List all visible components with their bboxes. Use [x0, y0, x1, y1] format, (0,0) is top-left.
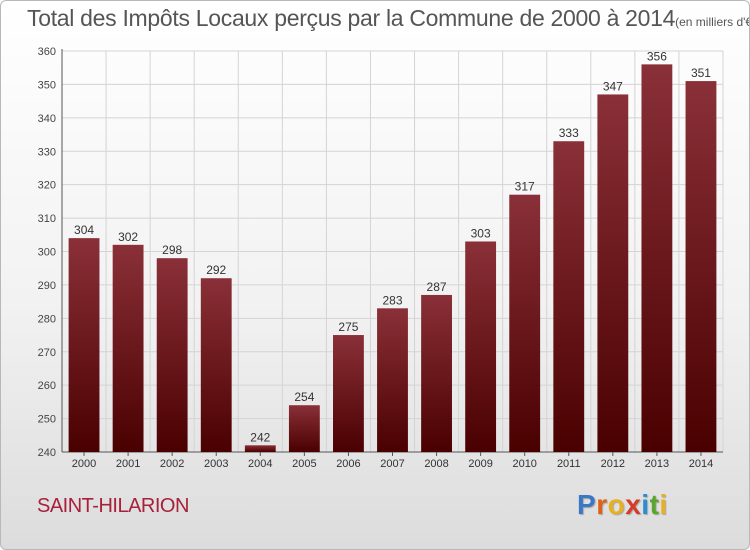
data-label: 302	[118, 230, 138, 244]
x-tick-label: 2009	[468, 458, 492, 470]
bar-2008	[421, 294, 452, 452]
data-label: 254	[294, 390, 314, 404]
data-label: 292	[206, 263, 226, 277]
bar-2005	[288, 405, 320, 452]
data-label: 347	[603, 79, 623, 93]
y-tick-label: 290	[38, 280, 56, 292]
y-tick-label: 320	[38, 180, 56, 192]
y-tick-label: 340	[38, 113, 56, 125]
bars	[68, 64, 717, 453]
data-label: 287	[427, 280, 447, 294]
bar-2002	[156, 258, 188, 452]
x-tick-label: 2002	[160, 458, 184, 470]
x-tick-label: 2000	[72, 458, 96, 470]
proxiti-logo: Proxiti	[577, 489, 668, 521]
y-tick-label: 260	[38, 380, 56, 392]
x-tick-label: 2006	[336, 458, 360, 470]
logo-letter: P	[577, 489, 597, 520]
data-label: 304	[74, 223, 94, 237]
bar-2004	[244, 445, 276, 452]
data-labels: 304 302 298 292 242 254 275 283 287 303 317 333 347 3…	[74, 49, 711, 444]
logo-letter: r	[596, 489, 608, 520]
y-tick-label: 350	[38, 79, 56, 91]
x-tick-label: 2010	[512, 458, 536, 470]
logo-letter: i	[641, 489, 650, 520]
y-tick-label: 240	[38, 447, 56, 459]
data-label: 351	[691, 66, 711, 80]
logo-letter: x	[625, 489, 642, 520]
x-tick-label: 2012	[601, 458, 625, 470]
logo-letter: t	[649, 489, 660, 520]
data-label: 317	[515, 180, 535, 194]
bar-2003	[200, 278, 232, 452]
x-tick-label: 2008	[424, 458, 448, 470]
y-tick-label: 280	[38, 313, 56, 325]
logo-letter: o	[607, 489, 626, 520]
y-tick-label: 310	[38, 213, 56, 225]
bar-2009	[465, 241, 497, 452]
x-tick-label: 2003	[204, 458, 228, 470]
data-label: 333	[559, 126, 579, 140]
data-label: 275	[338, 320, 358, 334]
bar-2001	[112, 244, 144, 452]
bar-2014	[685, 81, 717, 452]
chart-title: Total des Impôts Locaux perçus par la Co…	[27, 5, 750, 32]
data-label: 356	[647, 49, 667, 63]
x-tick-label: 2005	[292, 458, 316, 470]
x-tick-label: 2004	[248, 458, 272, 470]
title-unit: (en milliers d'€)	[675, 15, 750, 29]
data-label: 283	[382, 293, 402, 307]
x-tick-label: 2014	[689, 458, 713, 470]
x-tick-label: 2011	[557, 458, 581, 470]
bar-2012	[597, 94, 629, 453]
data-label: 303	[471, 226, 491, 240]
title-main: Total des Impôts Locaux perçus par la Co…	[27, 5, 676, 31]
y-tick-label: 250	[38, 414, 56, 426]
bar-2010	[509, 194, 541, 453]
axes: 240 250 260 270 280 290 300 310 320 330 340 350 360 2…	[38, 46, 723, 470]
logo-letter: i	[659, 489, 668, 520]
x-tick-label: 2001	[116, 458, 140, 470]
bar-2006	[333, 335, 364, 452]
y-tick-label: 270	[38, 347, 56, 359]
y-tick-label: 300	[38, 247, 56, 259]
y-tick-label: 360	[38, 46, 56, 58]
bar-2000	[68, 238, 100, 452]
y-tick-label: 330	[38, 146, 56, 158]
x-tick-label: 2013	[645, 458, 669, 470]
commune-name: SAINT-HILARION	[37, 495, 189, 517]
bar-2011	[553, 141, 585, 452]
data-label: 298	[162, 243, 182, 257]
data-label: 242	[250, 430, 270, 444]
x-tick-label: 2007	[380, 458, 404, 470]
bar-2007	[377, 308, 408, 452]
bar-2013	[641, 64, 673, 452]
